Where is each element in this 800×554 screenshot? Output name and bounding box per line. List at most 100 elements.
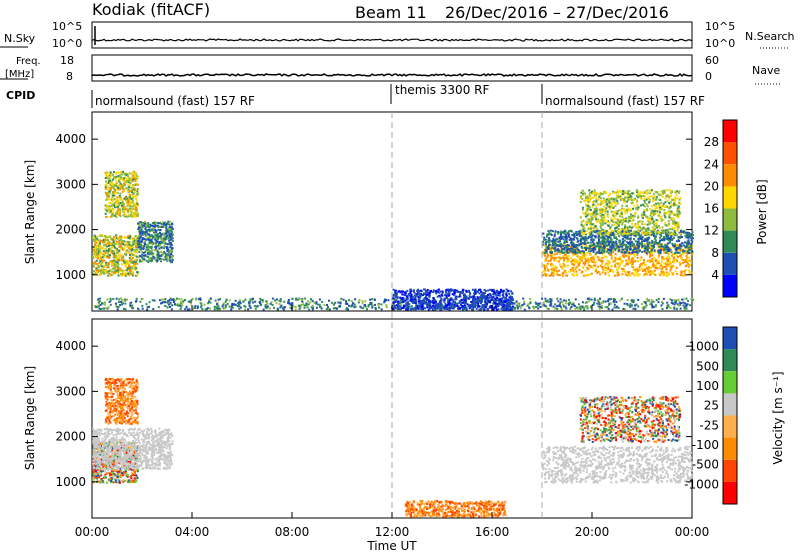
power-point <box>174 299 177 302</box>
power-point <box>392 308 395 311</box>
power-point <box>557 304 560 307</box>
power-point <box>156 234 159 237</box>
power-point <box>490 298 493 301</box>
power-point <box>170 308 173 311</box>
power-point <box>134 179 137 182</box>
power-point <box>109 183 112 186</box>
power-point <box>162 237 165 240</box>
power-point <box>104 212 107 215</box>
power-point <box>326 304 328 306</box>
power-point <box>106 242 109 245</box>
power-point <box>103 264 106 267</box>
power-point <box>128 184 131 187</box>
cpid-panel: CPID normalsound (fast) 157 RF themis 33… <box>6 83 705 108</box>
power-point <box>545 264 548 267</box>
power-point <box>129 190 132 193</box>
power-point <box>318 298 321 301</box>
power-point <box>511 308 514 311</box>
power-point <box>544 269 547 272</box>
power-point <box>645 239 648 242</box>
power-point <box>582 274 585 277</box>
power-point <box>566 251 569 253</box>
power-point <box>595 267 598 270</box>
power-point <box>615 258 618 261</box>
power-point <box>169 261 172 264</box>
power-point <box>533 307 535 310</box>
power-point <box>130 267 133 270</box>
power-point <box>446 293 449 296</box>
power-point <box>160 253 163 256</box>
power-point <box>598 307 601 310</box>
power-point <box>610 257 613 260</box>
power-point <box>385 299 388 301</box>
power-point <box>468 296 471 299</box>
power-point <box>416 305 419 307</box>
power-point <box>147 222 150 225</box>
power-point <box>128 186 131 189</box>
power-point <box>593 256 596 259</box>
power-point <box>568 303 570 306</box>
power-point <box>637 238 640 241</box>
power-point <box>573 258 576 261</box>
power-point <box>148 233 151 236</box>
power-point <box>412 297 415 300</box>
power-point <box>141 251 144 253</box>
power-point <box>665 251 668 254</box>
power-point <box>607 271 610 274</box>
power-point <box>427 292 430 294</box>
power-point <box>679 263 682 265</box>
power-point <box>112 298 115 300</box>
power-point <box>587 250 590 253</box>
power-point <box>553 239 556 242</box>
power-point <box>635 268 638 271</box>
power-point <box>136 244 139 247</box>
power-point <box>581 252 584 255</box>
power-point <box>290 303 293 306</box>
power-point <box>610 246 613 248</box>
power-point <box>653 269 656 272</box>
power-point <box>630 304 633 307</box>
power-point <box>166 230 169 233</box>
power-point <box>405 302 408 305</box>
power-point <box>134 204 137 207</box>
power-point <box>572 266 574 269</box>
power-point <box>608 236 611 239</box>
power-point <box>550 298 553 301</box>
power-point <box>602 240 605 243</box>
power-point <box>117 256 120 259</box>
power-point <box>650 244 653 247</box>
power-point <box>132 243 135 246</box>
power-point <box>502 292 505 295</box>
power-point <box>135 239 138 242</box>
power-point <box>435 303 438 306</box>
power-point <box>136 250 138 253</box>
power-point <box>484 306 487 309</box>
power-point <box>576 307 579 310</box>
power-point <box>688 259 691 262</box>
power-point <box>122 256 125 259</box>
power-point <box>139 231 141 234</box>
cpid-segment-2: themis 3300 RF <box>395 83 489 97</box>
power-point <box>664 246 666 249</box>
power-point <box>305 303 308 306</box>
power-point <box>551 230 554 233</box>
power-point <box>112 236 115 239</box>
power-point <box>675 299 678 302</box>
power-point <box>348 299 350 302</box>
power-point <box>144 220 146 223</box>
power-point <box>112 259 115 262</box>
power-point <box>123 269 126 272</box>
power-point <box>448 299 451 302</box>
power-point <box>120 259 123 262</box>
power-point <box>107 271 110 274</box>
power-point <box>597 299 600 302</box>
power-point <box>130 260 133 263</box>
power-point <box>340 297 343 300</box>
power-point <box>392 294 395 296</box>
power-point <box>660 270 663 273</box>
power-point <box>432 301 435 304</box>
power-point <box>676 307 678 310</box>
power-point <box>648 303 651 306</box>
power-point <box>600 306 603 309</box>
power-point <box>99 255 102 258</box>
